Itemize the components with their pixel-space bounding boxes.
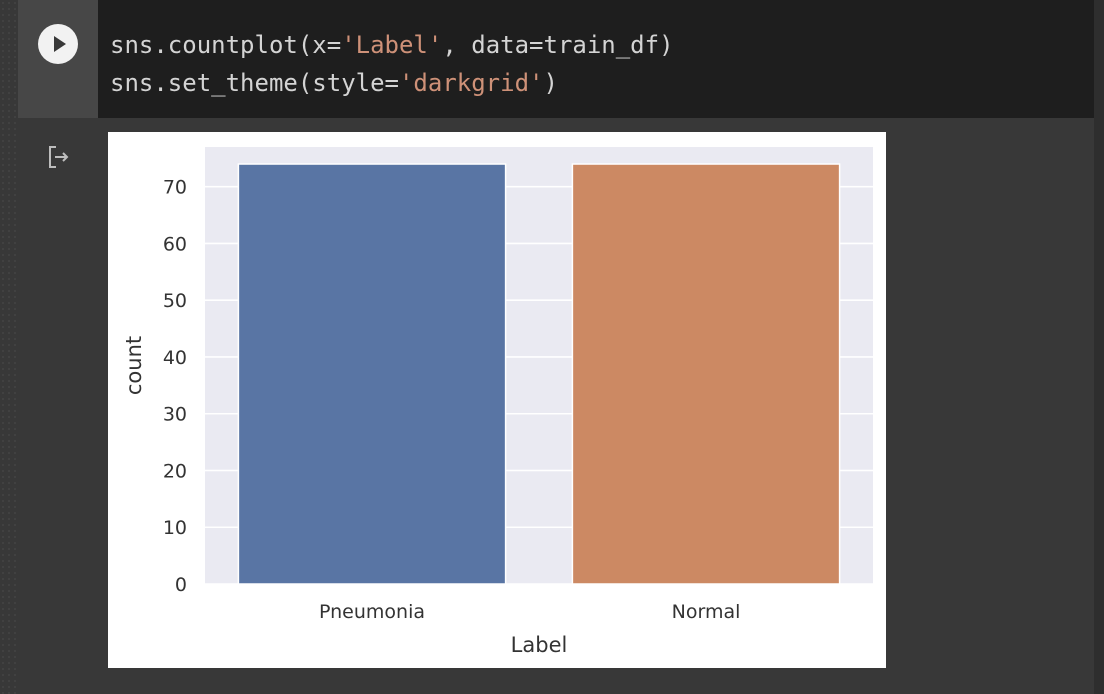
y-tick-label: 50 [163, 290, 187, 312]
plot-figure: 0 10 20 30 40 50 60 70 Pneumonia Normal count La… [108, 132, 886, 668]
y-tick-label: 30 [163, 404, 187, 426]
y-tick-label: 10 [163, 517, 187, 539]
bars [237, 163, 841, 585]
code-token: sns.countplot(x= [110, 31, 342, 59]
y-tick-labels: 0 10 20 30 40 50 60 70 [163, 177, 187, 596]
y-tick-label: 20 [163, 460, 187, 482]
x-tick-label: Normal [672, 601, 741, 623]
bar-pneumonia [237, 163, 507, 585]
x-tick-labels: Pneumonia Normal [319, 601, 740, 623]
code-cell: sns.countplot(x='Label', data=train_df) … [18, 0, 1104, 694]
string-literal: 'darkgrid' [398, 69, 544, 97]
countplot-chart: 0 10 20 30 40 50 60 70 Pneumonia Normal count La… [122, 147, 873, 657]
code-token: sns.set_theme(style= [110, 69, 399, 97]
code-line-2: sns.set_theme(style='darkgrid') [110, 64, 1104, 102]
y-axis-label: count [122, 336, 146, 395]
scrollbar-track[interactable] [1094, 0, 1104, 694]
output-redirect-icon[interactable] [44, 142, 74, 172]
cell-gutter [18, 0, 98, 118]
y-tick-label: 60 [163, 233, 187, 255]
play-icon [54, 36, 66, 52]
y-tick-label: 70 [163, 177, 187, 199]
cell-output: 0 10 20 30 40 50 60 70 Pneumonia Normal count La… [18, 118, 1104, 694]
string-literal: 'Label' [341, 31, 443, 59]
code-editor[interactable]: sns.countplot(x='Label', data=train_df) … [98, 0, 1104, 118]
code-line-1: sns.countplot(x='Label', data=train_df) [110, 26, 1104, 64]
y-tick-label: 40 [163, 347, 187, 369]
run-cell-button[interactable] [38, 24, 78, 64]
x-axis-label: Label [511, 633, 568, 657]
x-tick-label: Pneumonia [319, 601, 425, 623]
code-token: , data=train_df) [442, 31, 674, 59]
bar-normal [571, 163, 841, 585]
y-tick-label: 0 [175, 574, 187, 596]
code-token: ) [543, 69, 558, 97]
